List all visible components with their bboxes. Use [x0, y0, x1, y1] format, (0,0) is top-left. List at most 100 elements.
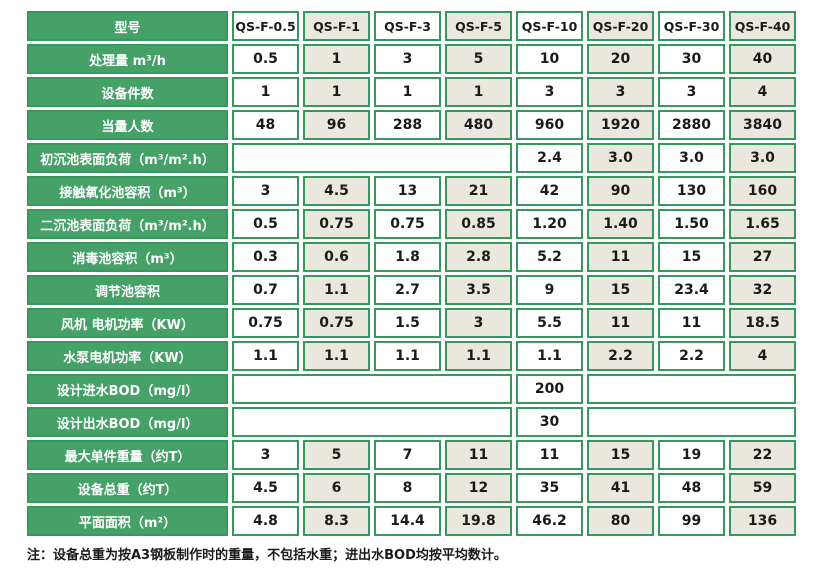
value-cell: 7 — [374, 440, 441, 470]
row-label: 接触氧化池容积（m³） — [27, 176, 228, 206]
value-cell: 5 — [445, 44, 512, 74]
row-label: 消毒池容积（m³） — [27, 242, 228, 272]
value-cell: 90 — [587, 176, 654, 206]
value-cell: 5.5 — [516, 308, 583, 338]
row-label: 设计进水BOD（mg/l） — [27, 374, 228, 404]
value-cell: 15 — [658, 242, 725, 272]
table-row: 初沉池表面负荷（m³/m².h） 2.4 3.0 3.0 3.0 — [27, 143, 796, 173]
value-cell: 1 — [374, 77, 441, 107]
value-cell: 136 — [729, 506, 796, 536]
table-row: 设计出水BOD（mg/l） 30 — [27, 407, 796, 437]
value-cell: 15 — [587, 275, 654, 305]
value-cell: 19 — [658, 440, 725, 470]
row-label: 设备件数 — [27, 77, 228, 107]
value-cell: 2.2 — [658, 341, 725, 371]
value-cell: 2.2 — [587, 341, 654, 371]
table-row: 设计进水BOD（mg/l） 200 — [27, 374, 796, 404]
value-cell: 6 — [303, 473, 370, 503]
value-cell: 1 — [303, 77, 370, 107]
value-cell: 0.75 — [303, 308, 370, 338]
value-cell: 48 — [658, 473, 725, 503]
value-cell: 1.5 — [374, 308, 441, 338]
row-label: 设计出水BOD（mg/l） — [27, 407, 228, 437]
value-cell: 960 — [516, 110, 583, 140]
value-cell: 22 — [729, 440, 796, 470]
row-label: 最大单件重量（约T） — [27, 440, 228, 470]
value-cell: 8.3 — [303, 506, 370, 536]
merged-empty-cell — [232, 374, 512, 404]
value-cell: 3 — [658, 77, 725, 107]
value-cell: 1.1 — [303, 341, 370, 371]
table-row: 消毒池容积（m³） 0.3 0.6 1.8 2.8 5.2 11 15 27 — [27, 242, 796, 272]
value-cell: 0.3 — [232, 242, 299, 272]
value-cell: 15 — [587, 440, 654, 470]
table-row: 最大单件重量（约T） 3 5 7 11 11 15 19 22 — [27, 440, 796, 470]
value-cell: 32 — [729, 275, 796, 305]
model-header-cell: QS-F-1 — [303, 11, 370, 41]
value-cell: 130 — [658, 176, 725, 206]
merged-empty-cell — [232, 143, 512, 173]
row-label: 二沉池表面负荷（m³/m².h） — [27, 209, 228, 239]
value-cell: 1.50 — [658, 209, 725, 239]
value-cell: 48 — [232, 110, 299, 140]
value-cell: 11 — [516, 440, 583, 470]
value-cell: 59 — [729, 473, 796, 503]
table-row: 设备总重（约T） 4.5 6 8 12 35 41 48 59 — [27, 473, 796, 503]
row-label: 风机 电机功率（KW） — [27, 308, 228, 338]
value-cell: 3.0 — [729, 143, 796, 173]
value-cell: 1.8 — [374, 242, 441, 272]
value-cell: 1.1 — [232, 341, 299, 371]
value-cell: 2.7 — [374, 275, 441, 305]
table-row: 当量人数 48 96 288 480 960 1920 2880 3840 — [27, 110, 796, 140]
value-cell: 11 — [445, 440, 512, 470]
value-cell: 4.5 — [232, 473, 299, 503]
model-header-cell: QS-F-30 — [658, 11, 725, 41]
value-cell: 4 — [729, 77, 796, 107]
spec-table: 型号 QS-F-0.5 QS-F-1 QS-F-3 QS-F-5 QS-F-10… — [23, 8, 800, 539]
value-cell: 11 — [658, 308, 725, 338]
value-cell: 23.4 — [658, 275, 725, 305]
row-label: 平面面积（m²） — [27, 506, 228, 536]
value-cell: 3 — [232, 176, 299, 206]
value-cell: 42 — [516, 176, 583, 206]
value-cell: 4 — [729, 341, 796, 371]
value-cell: 30 — [658, 44, 725, 74]
value-cell: 1.40 — [587, 209, 654, 239]
value-cell: 21 — [445, 176, 512, 206]
value-cell: 200 — [516, 374, 583, 404]
value-cell: 19.8 — [445, 506, 512, 536]
model-header-cell: QS-F-3 — [374, 11, 441, 41]
value-cell: 3.0 — [658, 143, 725, 173]
merged-empty-cell — [587, 407, 796, 437]
row-label: 当量人数 — [27, 110, 228, 140]
value-cell: 0.75 — [303, 209, 370, 239]
value-cell: 1920 — [587, 110, 654, 140]
merged-empty-cell — [587, 374, 796, 404]
value-cell: 12 — [445, 473, 512, 503]
value-cell: 2.4 — [516, 143, 583, 173]
table-row: 二沉池表面负荷（m³/m².h） 0.5 0.75 0.75 0.85 1.20… — [27, 209, 796, 239]
value-cell: 40 — [729, 44, 796, 74]
value-cell: 14.4 — [374, 506, 441, 536]
value-cell: 3.5 — [445, 275, 512, 305]
row-label: 水泵电机功率（KW） — [27, 341, 228, 371]
value-cell: 0.5 — [232, 209, 299, 239]
value-cell: 1 — [303, 44, 370, 74]
value-cell: 46.2 — [516, 506, 583, 536]
value-cell: 1.1 — [374, 341, 441, 371]
model-header-cell: QS-F-10 — [516, 11, 583, 41]
value-cell: 1 — [232, 77, 299, 107]
value-cell: 11 — [587, 242, 654, 272]
value-cell: 3.0 — [587, 143, 654, 173]
value-cell: 18.5 — [729, 308, 796, 338]
merged-empty-cell — [232, 407, 512, 437]
value-cell: 3 — [374, 44, 441, 74]
model-header-cell: QS-F-0.5 — [232, 11, 299, 41]
value-cell: 4.5 — [303, 176, 370, 206]
value-cell: 0.75 — [232, 308, 299, 338]
value-cell: 11 — [587, 308, 654, 338]
value-cell: 0.85 — [445, 209, 512, 239]
value-cell: 35 — [516, 473, 583, 503]
value-cell: 1.20 — [516, 209, 583, 239]
value-cell: 27 — [729, 242, 796, 272]
